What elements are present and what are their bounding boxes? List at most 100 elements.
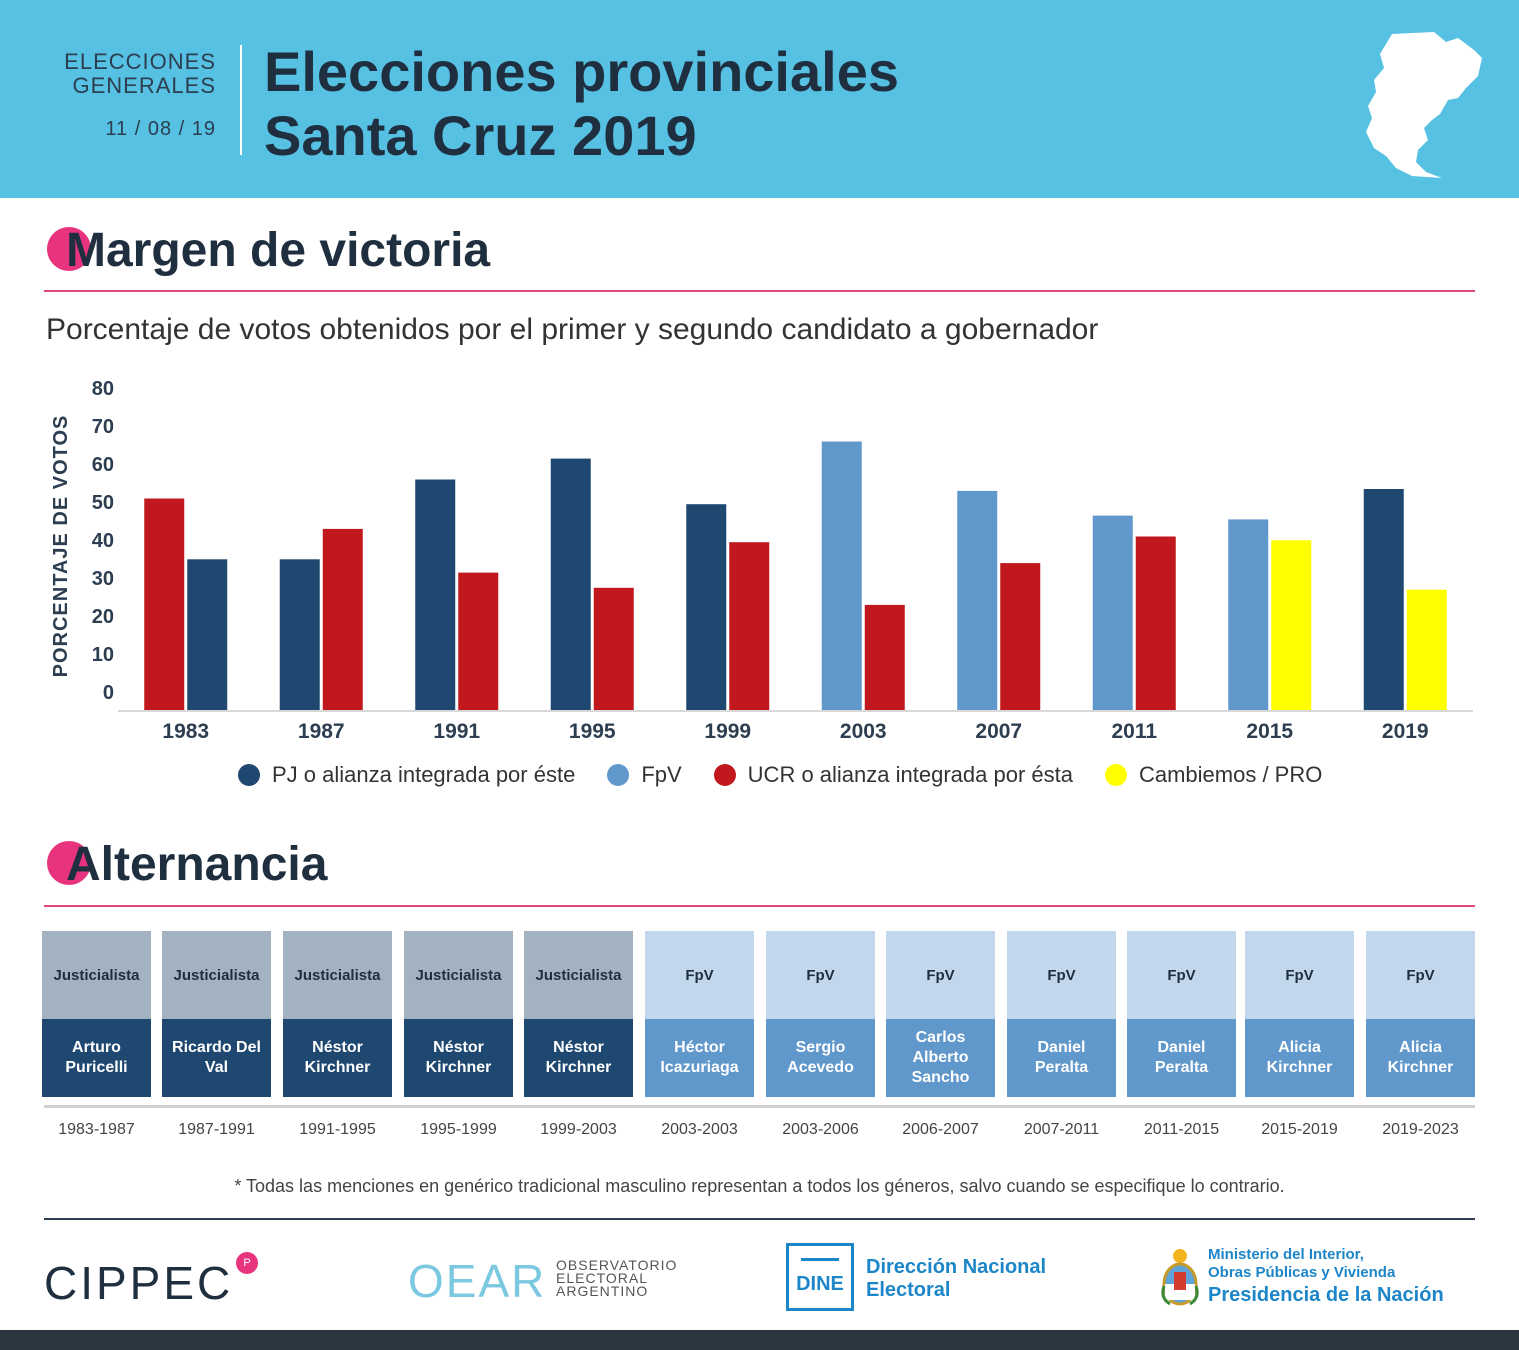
governor-name: Carlos Alberto Sancho xyxy=(886,1019,995,1097)
governor-party: FpV xyxy=(645,931,754,1019)
y-tick-label: 30 xyxy=(92,568,114,590)
legend-swatch-fpv xyxy=(607,764,630,786)
governor-party: FpV xyxy=(886,931,995,1019)
governor-card: FpV Alicia Kirchner xyxy=(1366,931,1475,1097)
bar-2019-first xyxy=(1363,489,1404,710)
ministry-logo-text: Ministerio del Interior, Obras Públicas … xyxy=(1208,1246,1444,1308)
bar-1987-first xyxy=(279,559,320,710)
governor-period: 2015-2019 xyxy=(1261,1121,1338,1138)
bar-1983-second xyxy=(187,559,228,710)
governor-name: Néstor Kirchner xyxy=(283,1019,392,1097)
dine-logo-text: Dirección Nacional Electoral xyxy=(866,1256,1046,1302)
governor-card: Justicialista Néstor Kirchner xyxy=(404,931,513,1097)
alternancia-rule xyxy=(44,1105,1475,1108)
chart-subtitle: Porcentaje de votos obtenidos por el pri… xyxy=(46,313,1099,346)
y-tick-label: 0 xyxy=(103,682,114,704)
title-line1: Elecciones provinciales xyxy=(264,40,899,103)
bar-1995-first xyxy=(550,458,591,710)
dine-logo: DINE xyxy=(786,1243,854,1311)
y-tick-label: 80 xyxy=(92,378,114,400)
governor-name: Daniel Peralta xyxy=(1127,1019,1236,1097)
legend-swatch-cambiemos xyxy=(1104,764,1127,786)
governor-party: FpV xyxy=(1127,931,1236,1019)
x-tick-label: 2015 xyxy=(1246,720,1293,743)
governor-name: Sergio Acevedo xyxy=(766,1019,875,1097)
section-bullet-icon xyxy=(47,227,91,271)
governor-name: Alicia Kirchner xyxy=(1245,1019,1354,1097)
title-line2: Santa Cruz 2019 xyxy=(264,104,697,167)
y-tick-label: 20 xyxy=(92,606,114,628)
y-axis-label: PORCENTAJE DE VOTOS xyxy=(50,415,72,678)
bar-2015-first xyxy=(1228,519,1269,710)
header-banner: ELECCIONES GENERALES 11 / 08 / 19 Elecci… xyxy=(0,0,1519,198)
ministry-line1: Ministerio del Interior, xyxy=(1208,1246,1364,1263)
governor-card: FpV Carlos Alberto Sancho xyxy=(886,931,995,1097)
governor-period: 2007-2011 xyxy=(1023,1121,1100,1138)
oear-logo: OEAR xyxy=(408,1255,547,1307)
section-margin-title: Margen de victoria xyxy=(66,224,491,277)
legend-item-cambiemos: Cambiemos / PRO xyxy=(1104,762,1322,788)
governor-name: Arturo Puricelli xyxy=(42,1019,151,1097)
governor-party: FpV xyxy=(1366,931,1475,1019)
governor-name: Ricardo Del Val xyxy=(162,1019,271,1097)
bar-1999-first xyxy=(686,504,727,710)
bar-2011-first xyxy=(1092,515,1133,710)
ministry-line2: Obras Públicas y Vivienda xyxy=(1208,1264,1396,1281)
santa-cruz-map-icon xyxy=(1366,32,1482,178)
governor-party: Justicialista xyxy=(42,931,151,1019)
governor-period: 1983-1987 xyxy=(58,1121,135,1138)
oear-line2: ELECTORAL xyxy=(556,1270,648,1286)
governor-name: Alicia Kirchner xyxy=(1366,1019,1475,1097)
x-tick-label: 2011 xyxy=(1111,720,1157,743)
governor-party: FpV xyxy=(766,931,875,1019)
x-tick-label: 2007 xyxy=(975,720,1022,743)
cippec-logo: CIPPEC xyxy=(44,1257,234,1309)
oear-line1: OBSERVATORIO xyxy=(556,1257,678,1273)
governor-period: 2006-2007 xyxy=(902,1121,979,1138)
y-tick-label: 60 xyxy=(92,454,114,476)
dine-logo-bar xyxy=(801,1258,839,1261)
governor-card: FpV Sergio Acevedo xyxy=(766,931,875,1097)
governor-party: Justicialista xyxy=(162,931,271,1019)
kicker-line2: GENERALES xyxy=(72,73,216,98)
chart-legend: PJ o alianza integrada por éste FpV UCR … xyxy=(238,762,1354,788)
y-axis: 0 10 20 30 40 50 60 70 80 PORCENTAJE DE VOTOS xyxy=(50,378,114,704)
bar-1995-second xyxy=(593,587,634,710)
election-date: 11 / 08 / 19 xyxy=(105,118,216,140)
section-alternancia-title: Alternancia xyxy=(66,838,328,891)
legend-label-ucr: UCR o alianza integrada por ésta xyxy=(747,762,1073,787)
governor-card: FpV Daniel Peralta xyxy=(1007,931,1116,1097)
header-kicker: ELECCIONES GENERALES 11 / 08 / 19 xyxy=(40,50,216,141)
x-tick-label: 2003 xyxy=(840,720,887,743)
vote-margin-chart: 0 10 20 30 40 50 60 70 80 PORCENTAJE DE VOTOS 198… xyxy=(50,378,1473,743)
legend-label-fpv: FpV xyxy=(641,762,682,787)
header-divider xyxy=(240,45,242,155)
ministry-line3: Presidencia de la Nación xyxy=(1208,1284,1444,1306)
section-margin-rule xyxy=(44,290,1475,292)
bar-1991-second xyxy=(458,572,499,710)
governor-party: Justicialista xyxy=(524,931,633,1019)
bar-1987-second xyxy=(322,528,363,710)
governor-period: 1995-1999 xyxy=(420,1121,497,1138)
y-tick-label: 50 xyxy=(92,492,114,514)
bar-2003-second xyxy=(864,604,905,710)
legend-swatch-ucr xyxy=(713,764,736,786)
y-tick-label: 40 xyxy=(92,530,114,552)
legend-item-pj: PJ o alianza integrada por éste xyxy=(238,762,575,788)
governor-card: FpV Daniel Peralta xyxy=(1127,931,1236,1097)
bar-1999-second xyxy=(729,542,770,710)
section-alternancia-heading: Alternancia xyxy=(44,838,327,892)
bar-2007-first xyxy=(957,490,998,710)
y-tick-label: 10 xyxy=(92,644,114,666)
governor-period: 1987-1991 xyxy=(178,1121,255,1138)
governor-card: Justicialista Néstor Kirchner xyxy=(524,931,633,1097)
dine-mark: DINE xyxy=(796,1273,844,1295)
national-seal-icon xyxy=(1161,1249,1199,1306)
bar-2019-second xyxy=(1406,589,1447,710)
legend-swatch-pj xyxy=(238,764,260,786)
governor-party: Justicialista xyxy=(404,931,513,1019)
governor-period: 1991-1995 xyxy=(299,1121,376,1138)
x-tick-label: 1999 xyxy=(704,720,751,743)
governor-party: FpV xyxy=(1007,931,1116,1019)
bar-1991-first xyxy=(415,479,456,710)
